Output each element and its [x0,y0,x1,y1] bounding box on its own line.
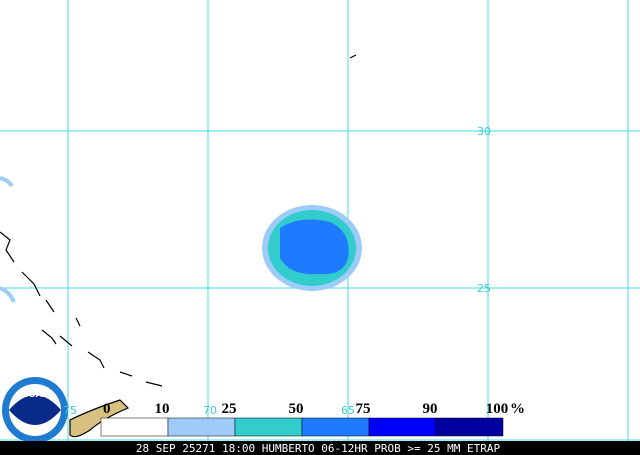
lon-label: 65 [341,404,355,417]
footer-text: 28 SEP 25271 18:00 HUMBERTO 06-12HR PROB… [136,442,501,455]
logo-text: NOAA [21,390,50,400]
legend-label: 25 [222,401,237,417]
legend-swatch [435,417,504,437]
legend-swatch [301,417,370,437]
legend-label: 50 [289,401,304,417]
legend: 0 10 25 50 75 90 100% [100,401,525,437]
legend-label: 100 [486,401,509,417]
legend-label: 10 [155,401,170,417]
lon-label: 70 [203,404,217,417]
legend-swatch [167,417,236,437]
footer-bar [0,441,640,455]
legend-swatch [234,417,303,437]
lon-label: 75 [63,404,77,417]
legend-swatch [368,417,437,437]
legend-unit: % [510,401,525,417]
legend-label: 90 [423,401,438,417]
legend-label: 0 [103,401,111,417]
lat-label: 30 [477,125,491,138]
probability-area [262,205,362,291]
lat-label: 25 [477,282,491,295]
legend-label: 75 [356,401,371,417]
legend-swatch [100,417,169,437]
noaa-logo: NOAA [2,377,68,443]
